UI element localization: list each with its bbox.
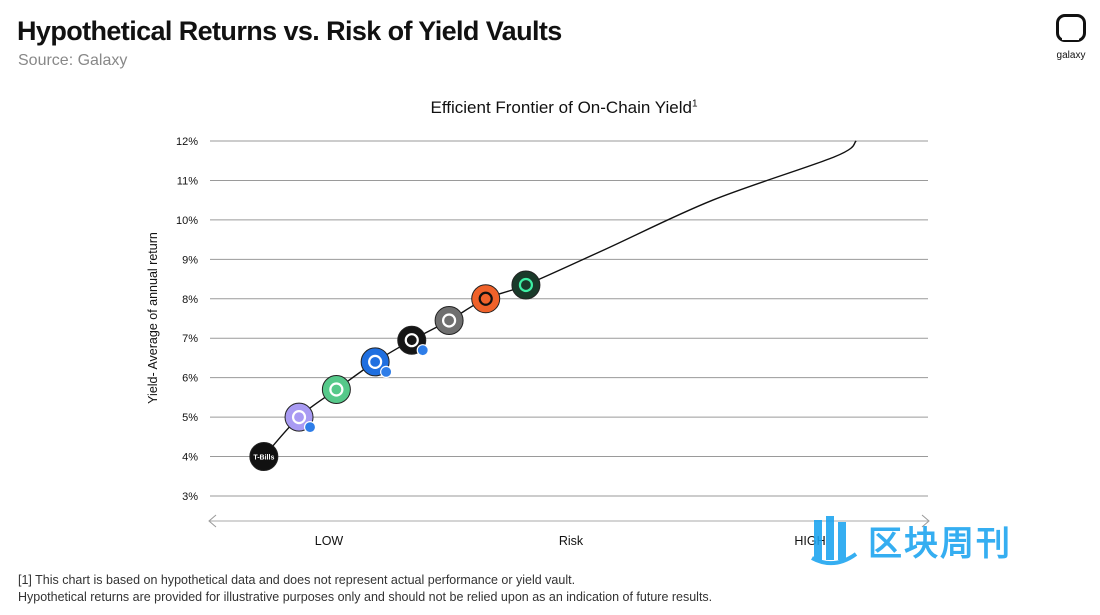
usdc-badge-icon bbox=[303, 421, 317, 434]
y-tick-label: 8% bbox=[182, 294, 198, 306]
chart-title: Efficient Frontier of On-Chain Yield1 bbox=[360, 98, 768, 118]
usdc-badge-icon bbox=[380, 365, 393, 378]
x-axis-label: Risk bbox=[559, 534, 584, 548]
galaxy-logo-icon bbox=[1056, 14, 1086, 42]
green-s-icon bbox=[321, 375, 351, 404]
vault-point-T-Bills: T-Bills bbox=[249, 442, 279, 472]
footnote-2: Hypothetical returns are provided for il… bbox=[18, 590, 713, 604]
point-glyph bbox=[291, 410, 307, 425]
y-tick-label: 3% bbox=[182, 491, 198, 503]
x-axis-arrow bbox=[208, 514, 930, 528]
points-layer: T-Bills bbox=[249, 270, 541, 472]
galaxy-logo: galaxy bbox=[1050, 12, 1092, 64]
y-tick-label: 5% bbox=[182, 412, 198, 424]
gray-vault-icon bbox=[434, 305, 464, 335]
watermark-icon bbox=[811, 516, 858, 566]
point-label: T-Bills bbox=[253, 455, 274, 462]
usdc-badge-icon bbox=[416, 344, 429, 357]
vault-point-orange-vault bbox=[471, 284, 501, 314]
watermark: 区块周刊 bbox=[810, 514, 1012, 566]
vault-point-dark-green-vault bbox=[511, 270, 541, 300]
chart-title-footnote: 1 bbox=[691, 98, 698, 110]
chart-title-text: Efficient Frontier of On-Chain Yield bbox=[430, 98, 692, 117]
point-glyph bbox=[404, 333, 419, 348]
y-tick-label: 6% bbox=[182, 373, 198, 385]
source-label: Source: Galaxy bbox=[18, 52, 128, 69]
vault-point-purple-vault bbox=[284, 402, 317, 434]
y-axis-label: Yield- Average of annual return bbox=[146, 232, 160, 404]
page-title: Hypothetical Returns vs. Risk of Yield V… bbox=[17, 16, 562, 46]
dark-green-vault-icon bbox=[511, 270, 541, 300]
grid-layer bbox=[210, 140, 928, 497]
vault-point-green-s-vault bbox=[321, 375, 351, 404]
point-glyph bbox=[329, 382, 344, 397]
point-glyph bbox=[478, 291, 493, 306]
vault-point-blue-butterfly-vault bbox=[360, 347, 393, 378]
y-tick-label: 9% bbox=[182, 254, 198, 266]
y-tick-label: 10% bbox=[176, 215, 198, 227]
brand-name: galaxy bbox=[1056, 50, 1086, 61]
y-tick-label: 12% bbox=[176, 136, 198, 148]
point-glyph bbox=[441, 313, 457, 328]
vault-point-black-diamond-vault bbox=[397, 325, 429, 357]
x-low-label: LOW bbox=[315, 534, 344, 548]
y-tick-label: 11% bbox=[177, 175, 198, 187]
orange-vault-icon bbox=[471, 284, 501, 314]
y-tick-label: 7% bbox=[182, 333, 198, 345]
y-tick-labels: 3% 4% 5% 6% 7% 8% 9% 10% 11% 12% bbox=[176, 136, 198, 503]
watermark-text: 区块周刊 bbox=[868, 523, 1012, 564]
vault-point-gray-vault bbox=[434, 305, 464, 335]
footnote-1: [1] This chart is based on hypothetical … bbox=[18, 573, 576, 587]
y-tick-label: 4% bbox=[182, 452, 198, 464]
tbills-icon bbox=[249, 442, 279, 472]
point-glyph bbox=[368, 354, 383, 369]
point-glyph bbox=[518, 277, 534, 293]
